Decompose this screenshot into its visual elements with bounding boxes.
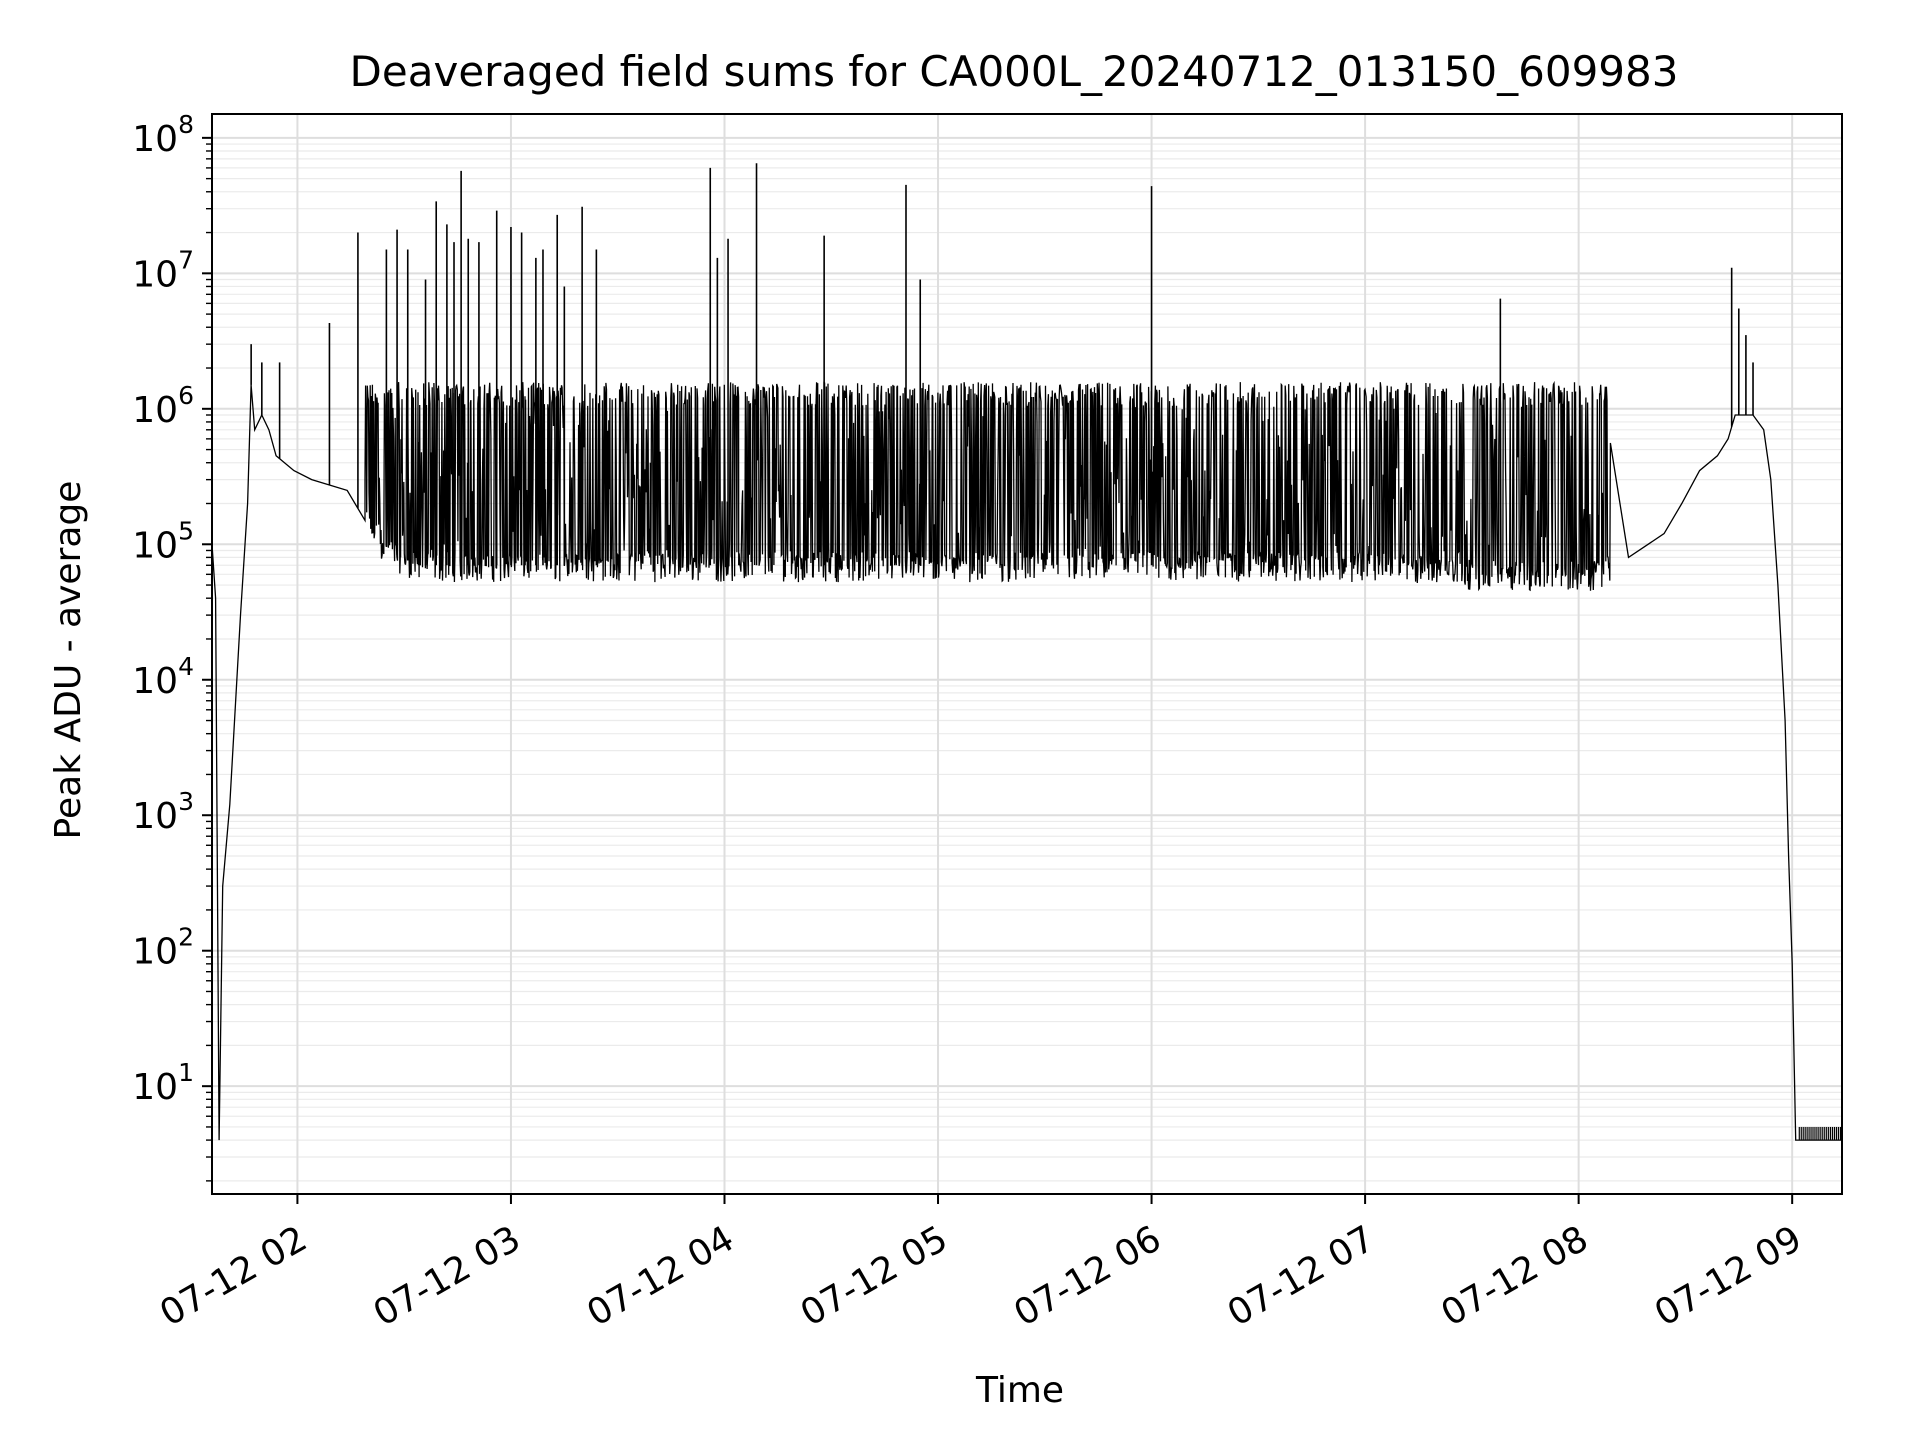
axes-frame	[211, 113, 1843, 1195]
y-axis: 101 102 103 104 105 106 107 108	[132, 110, 212, 1182]
y-tick-label: 104	[132, 652, 194, 702]
y-tick-label: 103	[132, 787, 194, 837]
chart-title: Deaveraged field sums for CA000L_2024071…	[350, 47, 1679, 96]
y-tick-label: 107	[132, 245, 194, 295]
y-tick-label: 102	[132, 923, 194, 973]
plot-area	[211, 163, 1842, 1194]
y-tick-label: 108	[132, 110, 194, 160]
y-tick-label: 106	[132, 381, 194, 431]
y-axis-label: Peak ADU - average	[48, 481, 89, 840]
y-tick-label: 101	[132, 1058, 194, 1108]
x-axis-label: Time	[975, 1370, 1064, 1411]
y-tick-label: 105	[132, 516, 194, 566]
